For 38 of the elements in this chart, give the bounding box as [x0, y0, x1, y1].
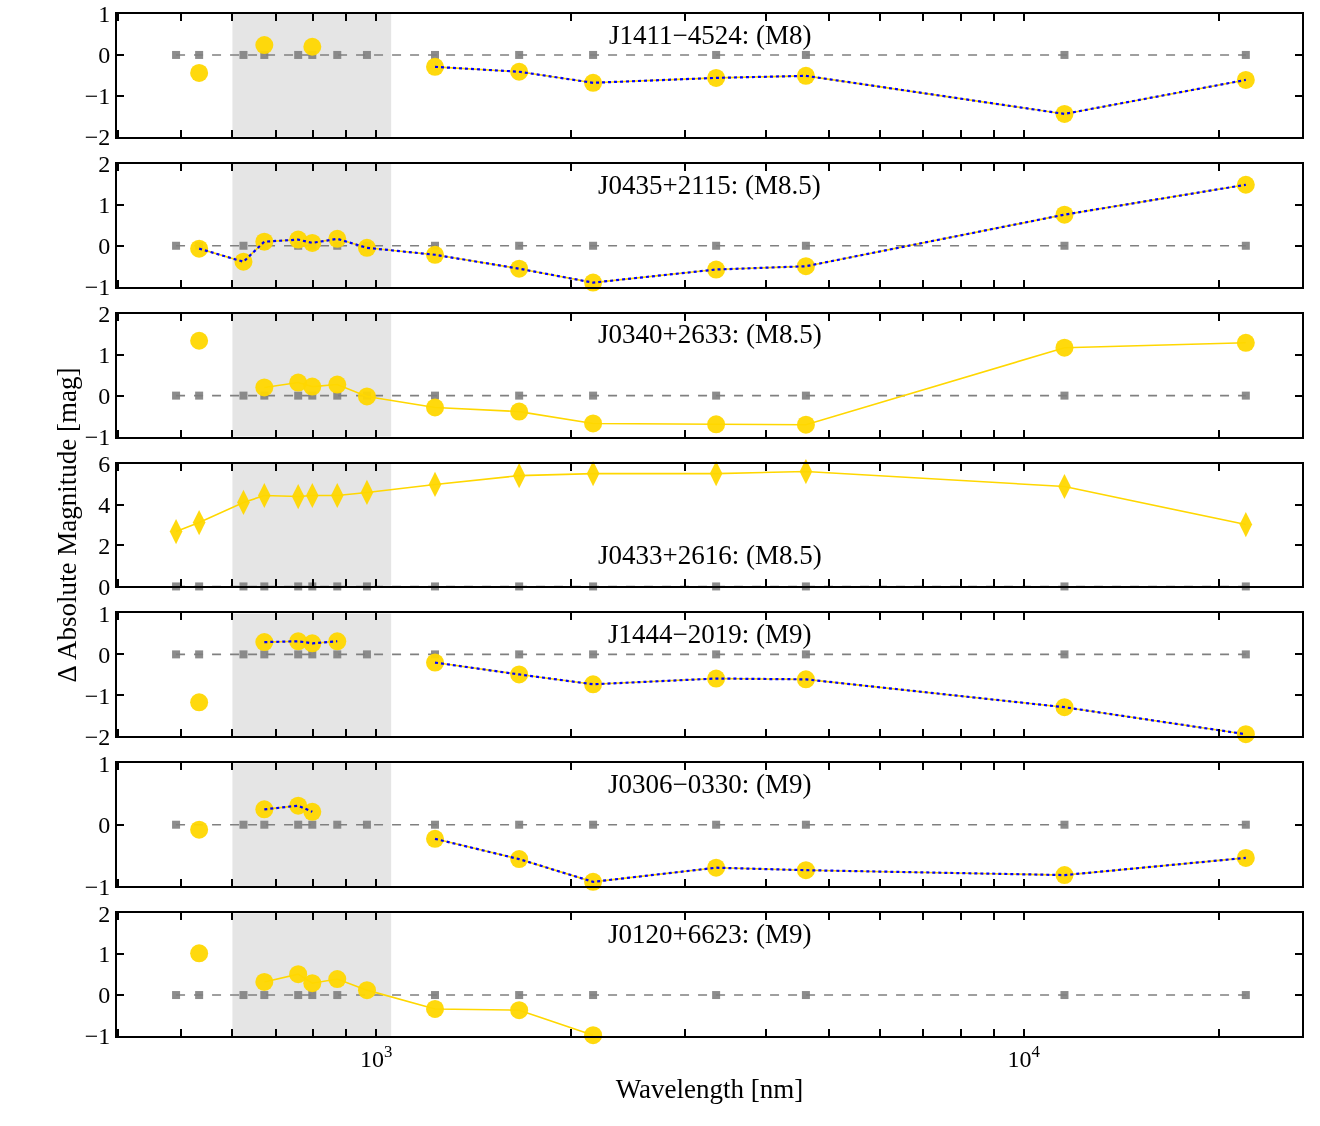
y-tick-label: 1	[98, 342, 111, 369]
y-tick-label: 1	[98, 941, 111, 968]
y-tick-label: 0	[98, 982, 111, 1009]
y-tick-label: 1	[98, 600, 111, 627]
y-tick-label: 0	[98, 573, 111, 600]
y-tick-label: 0	[98, 383, 111, 410]
y-tick-label: 6	[98, 450, 111, 477]
chart-title: J0120+6623: (M9)	[608, 919, 812, 949]
y-tick-label: 0	[98, 641, 111, 668]
y-tick-label: −2	[84, 723, 111, 750]
y-tick-label: 2	[98, 151, 111, 178]
chart-title: J0306−0330: (M9)	[608, 769, 812, 799]
y-tick-label: 2	[98, 532, 111, 559]
chart-title: J0340+2633: (M8.5)	[598, 319, 822, 349]
y-tick-label: −1	[84, 1023, 111, 1050]
text: J0433+2616: (M8.5)	[598, 540, 822, 570]
y-tick-label: −1	[84, 83, 111, 110]
x-axis-title: Wavelength [nm]	[615, 1073, 804, 1104]
y-tick-label: 4	[98, 491, 111, 518]
y-tick-label: 2	[98, 301, 111, 328]
y-axis-title: Δ Absolute Magnitude [mag]	[51, 367, 82, 683]
y-tick-label: −2	[84, 124, 111, 151]
y-tick-label: −1	[84, 682, 111, 709]
chart-title: J1444−2019: (M9)	[608, 619, 812, 649]
x-tick-label: 10$^{4}$	[1007, 1041, 1041, 1072]
y-tick-label: 1	[98, 750, 111, 777]
x-tick-label: 10$^{3}$	[359, 1041, 393, 1072]
y-tick-label: 2	[98, 900, 111, 927]
y-tick-label: −1	[84, 274, 111, 301]
chart-title: J1411−4524: (M8)	[609, 20, 812, 50]
y-tick-label: 0	[98, 233, 111, 260]
y-tick-label: −1	[84, 873, 111, 900]
y-tick-label: 1	[98, 1, 111, 28]
y-tick-label: 0	[98, 812, 111, 839]
y-tick-label: 0	[98, 42, 111, 69]
y-tick-label: 1	[98, 192, 111, 219]
chart-title: J0435+2115: (M8.5)	[598, 170, 821, 200]
y-tick-label: −1	[84, 423, 111, 450]
